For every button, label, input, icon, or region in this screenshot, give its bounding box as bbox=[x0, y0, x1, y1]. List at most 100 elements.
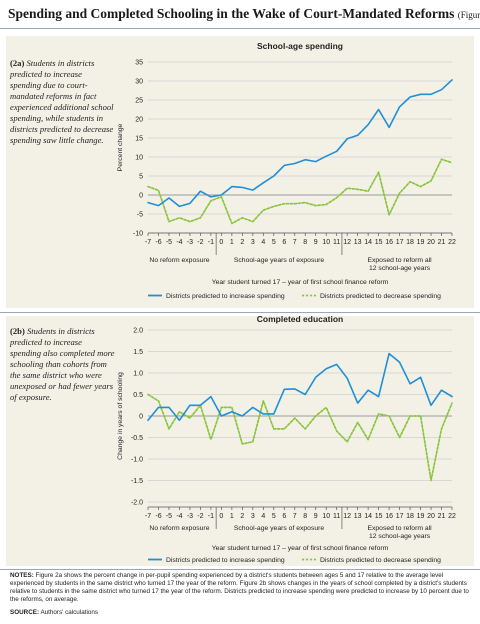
x-tick-label: 12 bbox=[343, 513, 351, 520]
region-label: School-age years of exposure bbox=[234, 525, 325, 532]
x-tick-label: -7 bbox=[145, 239, 151, 246]
chart-title: School-age spending bbox=[257, 41, 343, 51]
y-tick-label: 25 bbox=[135, 98, 143, 105]
x-tick-label: -6 bbox=[155, 513, 161, 520]
x-tick-label: -4 bbox=[176, 239, 182, 246]
region-label: Exposed to reform all bbox=[367, 525, 432, 532]
y-tick-label: 30 bbox=[135, 79, 143, 86]
y-tick-label: 5 bbox=[139, 174, 143, 181]
x-tick-label: -1 bbox=[208, 239, 214, 246]
region-label: No reform exposure bbox=[149, 257, 209, 264]
y-tick-label: 15 bbox=[135, 136, 143, 143]
region-label: 12 school-age years bbox=[369, 265, 431, 272]
y-tick-label: -0.5 bbox=[131, 435, 143, 442]
x-tick-label: 16 bbox=[385, 239, 393, 246]
x-tick-label: -4 bbox=[176, 513, 182, 520]
middle-rule bbox=[0, 312, 480, 313]
x-tick-label: -2 bbox=[197, 513, 203, 520]
notes-text: Figure 2a shows the percent change in pe… bbox=[10, 572, 469, 603]
source: SOURCE: Authors' calculations bbox=[10, 609, 98, 616]
source-text: Authors' calculations bbox=[40, 609, 99, 616]
x-tick-label: 3 bbox=[251, 513, 255, 520]
legend-label-increase: Districts predicted to increase spending bbox=[166, 293, 285, 300]
x-tick-label: 17 bbox=[396, 513, 404, 520]
series-line-decrease bbox=[147, 393, 453, 482]
x-tick-label: 9 bbox=[314, 513, 318, 520]
figure-label: (Figure 2) bbox=[457, 10, 480, 20]
series-line-increase bbox=[147, 352, 453, 422]
x-tick-label: 16 bbox=[385, 513, 393, 520]
y-tick-label: 35 bbox=[135, 60, 143, 67]
x-tick-label: -2 bbox=[197, 239, 203, 246]
x-tick-label: 2 bbox=[240, 513, 244, 520]
x-tick-label: 8 bbox=[303, 239, 307, 246]
panel-2b bbox=[6, 316, 474, 566]
series-line-decrease bbox=[147, 158, 453, 225]
x-tick-label: 20 bbox=[427, 513, 435, 520]
x-tick-label: 6 bbox=[282, 239, 286, 246]
y-tick-label: 0 bbox=[139, 414, 143, 421]
x-tick-label: 22 bbox=[448, 513, 456, 520]
x-tick-label: 5 bbox=[272, 239, 276, 246]
y-axis-title: Change in years of schooling bbox=[117, 372, 124, 460]
x-tick-label: 5 bbox=[272, 513, 276, 520]
y-tick-label: 1.0 bbox=[133, 371, 143, 378]
notes-label: NOTES: bbox=[10, 572, 34, 579]
x-tick-label: 14 bbox=[364, 239, 372, 246]
y-tick-label: 0 bbox=[139, 193, 143, 200]
y-tick-label: -1.5 bbox=[131, 478, 143, 485]
y-tick-label: 2.0 bbox=[133, 328, 143, 335]
x-tick-label: 20 bbox=[427, 239, 435, 246]
panel-2b-description: Students in districts predicted to incre… bbox=[10, 326, 115, 402]
panel-2b-tag: (2b) bbox=[10, 326, 25, 336]
panel-2b-caption: (2b) Students in districts predicted to … bbox=[10, 326, 115, 403]
x-tick-label: 21 bbox=[438, 239, 446, 246]
x-tick-label: 15 bbox=[375, 513, 383, 520]
x-tick-label: 18 bbox=[406, 239, 414, 246]
x-tick-label: 13 bbox=[354, 239, 362, 246]
y-tick-label: 10 bbox=[135, 155, 143, 162]
x-tick-label: 15 bbox=[375, 239, 383, 246]
x-tick-label: 6 bbox=[282, 513, 286, 520]
x-tick-label: 10 bbox=[322, 513, 330, 520]
notes-rule bbox=[0, 569, 480, 570]
region-label: 12 school-age years bbox=[369, 533, 431, 540]
x-tick-label: 2 bbox=[240, 239, 244, 246]
region-label: School-age years of exposure bbox=[234, 257, 325, 264]
y-tick-label: -10 bbox=[133, 231, 143, 238]
x-tick-label: 14 bbox=[364, 513, 372, 520]
y-axis-title: Percent change bbox=[117, 123, 124, 171]
x-tick-label: 4 bbox=[261, 513, 265, 520]
x-tick-label: 11 bbox=[333, 239, 340, 246]
x-tick-label: 0 bbox=[219, 239, 223, 246]
y-tick-label: -2.0 bbox=[131, 500, 143, 507]
x-tick-label: 22 bbox=[448, 239, 456, 246]
x-tick-label: 19 bbox=[417, 239, 425, 246]
x-tick-label: -3 bbox=[187, 239, 193, 246]
x-tick-label: 18 bbox=[406, 513, 414, 520]
legend-label-increase: Districts predicted to increase spending bbox=[166, 557, 285, 564]
x-tick-label: 1 bbox=[230, 239, 234, 246]
chart-title: Completed education bbox=[257, 314, 343, 324]
region-label: Exposed to reform all bbox=[367, 257, 432, 264]
x-tick-label: -6 bbox=[155, 239, 161, 246]
x-tick-label: 1 bbox=[230, 513, 234, 520]
figure-title: Spending and Completed Schooling in the … bbox=[8, 6, 480, 22]
x-tick-label: 21 bbox=[438, 513, 446, 520]
panel-2a-caption: (2a) Students in districts predicted to … bbox=[10, 58, 115, 146]
y-tick-label: -5 bbox=[137, 212, 143, 219]
x-tick-label: -1 bbox=[208, 513, 214, 520]
y-tick-label: 0.5 bbox=[133, 392, 143, 399]
x-tick-label: 11 bbox=[333, 513, 340, 520]
notes: NOTES: Figure 2a shows the percent chang… bbox=[10, 572, 472, 604]
x-tick-label: 7 bbox=[293, 513, 297, 520]
x-tick-label: 7 bbox=[293, 239, 297, 246]
y-tick-label: -1.0 bbox=[131, 457, 143, 464]
x-tick-label: -3 bbox=[187, 513, 193, 520]
x-tick-label: -5 bbox=[166, 239, 172, 246]
panel-2a-tag: (2a) bbox=[10, 58, 25, 68]
legend-label-decrease: Districts predicted to decrease spending bbox=[320, 293, 441, 300]
legend-label-decrease: Districts predicted to decrease spending bbox=[320, 557, 441, 564]
x-tick-label: -7 bbox=[145, 513, 151, 520]
